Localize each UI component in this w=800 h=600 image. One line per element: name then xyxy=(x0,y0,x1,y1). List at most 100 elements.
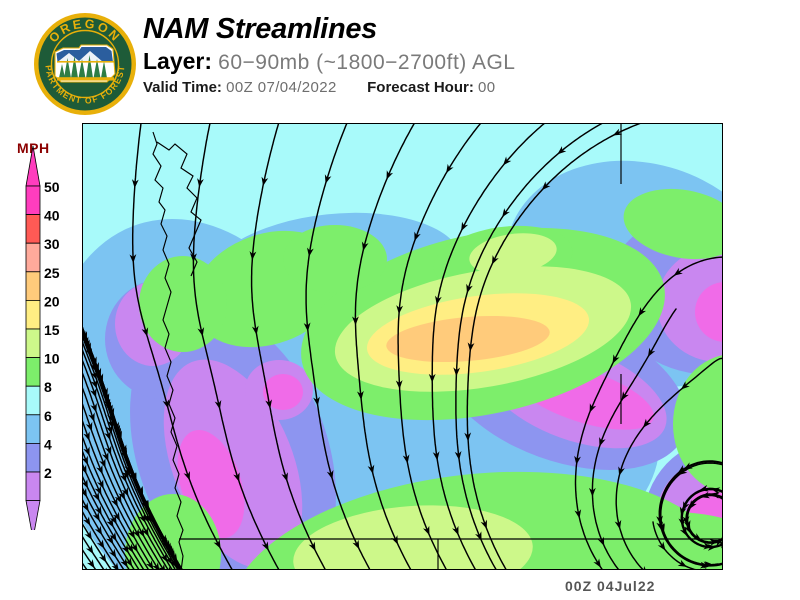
streamline-arrowhead xyxy=(391,535,398,545)
valid-time-label: Valid Time: xyxy=(143,79,222,96)
streamline-arrowhead xyxy=(107,413,114,423)
streamline-arrowhead xyxy=(108,548,117,558)
colorbar-tick-20: 20 xyxy=(44,293,60,309)
streamline-arrowhead xyxy=(614,519,622,530)
colorbar-over-arrow xyxy=(25,145,41,187)
shade-10-15-n3 xyxy=(623,188,722,260)
streamline-arrowhead xyxy=(213,539,221,549)
streamline-arrowhead xyxy=(83,516,91,526)
streamline-arrowhead xyxy=(249,251,257,261)
streamline-52 xyxy=(354,124,415,569)
streamline-arrowhead xyxy=(125,543,134,553)
streamline-arrowhead xyxy=(395,380,403,390)
colorbar-tick-2: 2 xyxy=(44,465,52,481)
layer-label: Layer: xyxy=(143,48,213,74)
colorbar-bands xyxy=(25,145,41,530)
streamline-arrowhead xyxy=(657,541,666,551)
streamline-arrowhead xyxy=(90,403,97,413)
streamline-arrowhead xyxy=(214,400,222,410)
streamline-arrowhead xyxy=(683,462,693,470)
streamline-arrowhead xyxy=(109,531,117,542)
streamline-14 xyxy=(83,372,169,569)
streamline-arrowhead xyxy=(597,536,605,547)
header: OREGON DEPARTMENT OF FORESTRY NAM Stream… xyxy=(0,0,800,118)
streamline-13 xyxy=(83,360,173,569)
streamline-arrowhead xyxy=(396,305,404,315)
streamline-arrowhead xyxy=(303,322,311,332)
streamline-ne-vortex-69 xyxy=(591,308,677,569)
streamline-arrowhead xyxy=(446,163,454,174)
streamline-arrowhead xyxy=(689,500,697,510)
streamline-arrowhead xyxy=(137,527,145,538)
forecast-hour-value: 00 xyxy=(478,79,496,96)
streamline-55 xyxy=(455,124,603,569)
streamline-map[interactable] xyxy=(82,123,723,570)
streamline-arrowhead xyxy=(475,531,482,541)
streamline-arrowhead xyxy=(324,174,332,184)
streamline-arrowhead xyxy=(106,535,114,545)
colorbar-tick-8: 8 xyxy=(44,379,52,395)
streamline-arrowhead xyxy=(574,509,582,519)
colorbar-band-4-6 xyxy=(25,442,41,473)
streamline-arrowhead xyxy=(435,295,442,305)
streamline-20 xyxy=(83,463,140,569)
streamline-arrowhead xyxy=(452,525,459,536)
streamline-arrowhead xyxy=(361,241,369,251)
streamline-arrowhead xyxy=(127,529,135,539)
streamline-arrowhead xyxy=(638,307,647,317)
wind-speed-shading xyxy=(83,124,722,569)
streamline-54 xyxy=(431,124,545,569)
streamline-arrowhead xyxy=(612,354,620,364)
streamline-18 xyxy=(83,436,149,569)
streamline-arrowhead xyxy=(96,464,103,475)
streamline-arrowhead xyxy=(114,494,122,504)
coastline-border xyxy=(152,131,184,569)
streamline-arrowhead xyxy=(422,525,430,536)
streamline-arrowhead xyxy=(102,451,109,462)
streamline-16 xyxy=(83,403,159,569)
streamline-arrowhead xyxy=(656,515,663,525)
colorbar-tick-15: 15 xyxy=(44,322,60,338)
streamline-arrowhead xyxy=(109,514,117,525)
streamline-arrowhead xyxy=(84,530,93,540)
streamline-arrowhead xyxy=(677,465,687,474)
streamline-arrowhead xyxy=(642,418,652,428)
streamline-arrowhead xyxy=(251,325,259,335)
streamline-arrowhead xyxy=(593,558,601,568)
shade-25-30-jet-core xyxy=(386,315,550,363)
streamline-arrowhead xyxy=(94,485,102,496)
streamline-arrowhead xyxy=(683,520,691,530)
streamline-arrowhead xyxy=(308,541,316,552)
colorbar-tick-4: 4 xyxy=(44,436,52,452)
layer-line: Layer: 60−90mb (~1800−2700ft) AGL xyxy=(143,49,515,75)
streamline-22 xyxy=(83,487,130,569)
streamline-arrowhead xyxy=(85,421,93,432)
streamline-arrowhead xyxy=(141,327,149,337)
geographic-borders xyxy=(152,124,722,569)
streamline-arrowhead xyxy=(99,458,106,468)
shade-10-15-nwcorner xyxy=(139,256,227,352)
streamline-arrowhead xyxy=(261,541,269,551)
streamline-ne-vortex-68 xyxy=(615,357,722,569)
streamline-arrowhead xyxy=(367,464,375,474)
colorbar-tick-6: 6 xyxy=(44,408,52,424)
streamline-arrowhead xyxy=(183,470,190,481)
speed-colorbar[interactable]: 50 40 30 25 20 15 10 8 6 4 2 xyxy=(8,134,80,530)
map-canvas[interactable] xyxy=(83,124,723,570)
streamline-arrowhead xyxy=(90,379,98,389)
streamline-arrowhead xyxy=(131,179,139,189)
streamline-arrowhead xyxy=(466,283,473,294)
colorbar-band-15-20 xyxy=(25,328,41,359)
streamline-arrowhead xyxy=(618,466,625,476)
streamline-arrowhead xyxy=(677,559,687,567)
streamline-arrowhead xyxy=(502,208,510,218)
streamline-49 xyxy=(192,124,280,569)
streamline-arrowhead xyxy=(357,390,364,400)
streamline-arrowhead xyxy=(162,399,170,409)
shade-10-15-se xyxy=(474,511,722,569)
streamline-arrowhead xyxy=(673,267,683,276)
streamline-arrowhead xyxy=(454,451,462,461)
streamline-arrowhead xyxy=(190,253,197,263)
streamline-arrowhead xyxy=(121,487,129,497)
streamline-arrowhead xyxy=(83,455,88,466)
